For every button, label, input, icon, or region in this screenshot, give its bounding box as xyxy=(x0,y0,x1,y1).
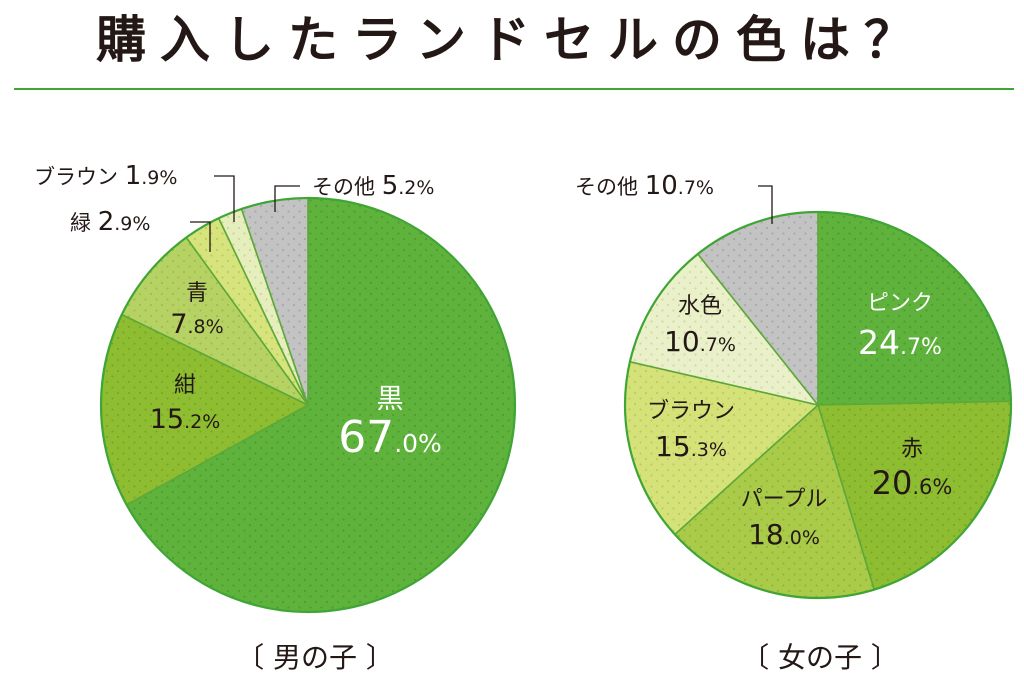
slice-label-girls-5: その他 10.7% xyxy=(575,171,714,201)
leader-line-girls-5 xyxy=(758,185,773,224)
pie-outline-girls xyxy=(623,210,1013,600)
slice-label-girls-3: ブラウン xyxy=(647,399,735,424)
slice-label-boys-0: 黒 xyxy=(377,384,404,415)
slice-label-boys-2: 青 xyxy=(186,281,208,306)
slice-label-boys-3: 緑 2.9% xyxy=(70,207,150,237)
slice-label-boys-5: その他 5.2% xyxy=(312,171,434,201)
slice-value-boys-0: 67.0% xyxy=(338,412,442,463)
slice-label-girls-4: 水色 xyxy=(678,294,722,319)
slice-value-girls-2: 18.0% xyxy=(748,518,820,551)
slice-label-boys-4: ブラウン 1.9% xyxy=(34,161,177,191)
slice-value-girls-3: 15.3% xyxy=(655,430,727,463)
title-divider xyxy=(14,88,1014,90)
group-label-boys: 〔 男の子 〕 xyxy=(236,641,394,674)
leader-line-boys-3 xyxy=(190,221,211,252)
slice-label-boys-1: 紺 xyxy=(174,373,196,398)
pie-outline-boys xyxy=(99,196,517,614)
pie-chart-girls: ピンク 24.7% 赤20.6% パープル 18.0% ブラウン 15.3% 水色 10.7% そ… xyxy=(575,171,1013,600)
slice-value-girls-4: 10.7% xyxy=(664,325,736,358)
pie-chart-boys: 黒67.0% 紺 15.2% 青 7.8% 緑 2.9% ブラウン 1.9% その他 5.2% xyxy=(34,161,517,614)
slice-value-girls-1: 20.6% xyxy=(872,464,953,502)
chart-title: 購入したランドセルの色は？ xyxy=(96,11,928,69)
group-label-girls: 〔 女の子 〕 xyxy=(741,641,899,674)
slice-label-girls-2: パープル xyxy=(741,487,828,512)
leader-line-boys-4 xyxy=(214,175,235,222)
slice-value-girls-0: 24.7% xyxy=(858,323,942,362)
leader-line-boys-5 xyxy=(274,185,300,212)
slice-value-boys-1: 15.2% xyxy=(150,404,221,435)
slice-label-girls-0: ピンク xyxy=(867,291,933,316)
slice-label-girls-1: 赤 xyxy=(901,437,923,462)
slice-value-boys-2: 7.8% xyxy=(170,309,223,340)
